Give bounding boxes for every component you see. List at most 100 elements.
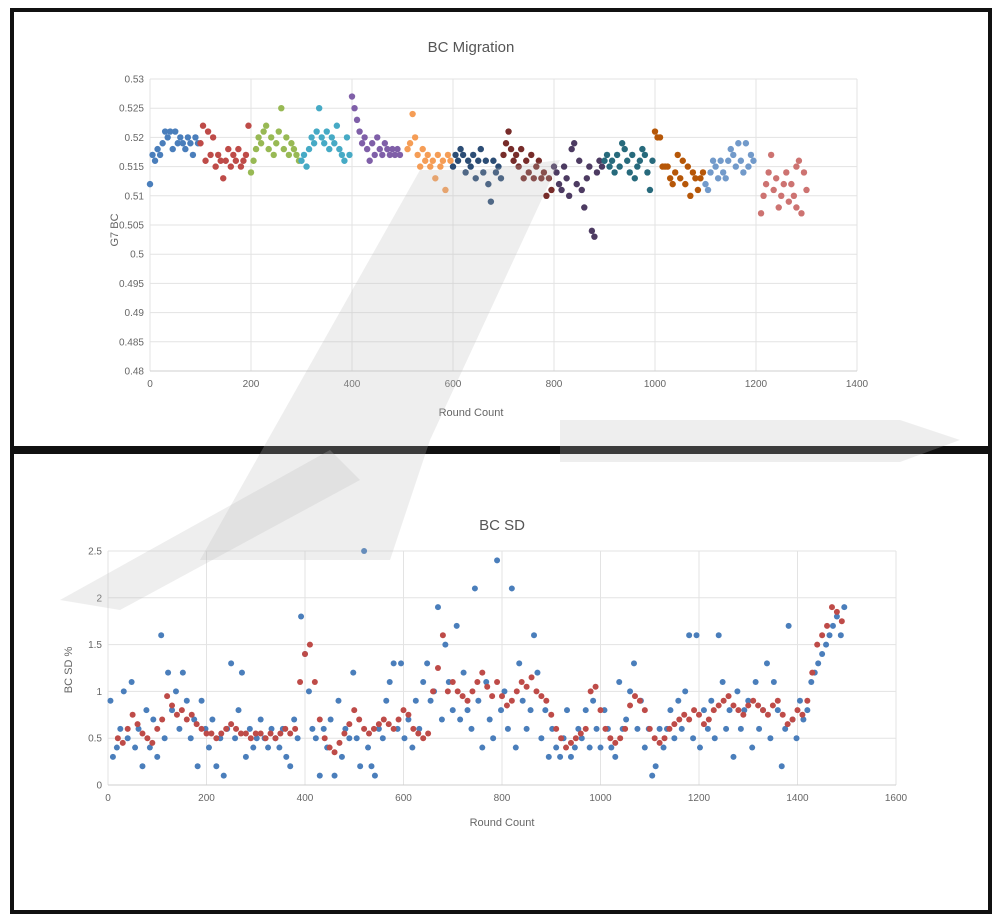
data-point [692, 175, 699, 182]
data-point [675, 697, 682, 704]
data-point [207, 151, 214, 159]
data-point [796, 697, 803, 704]
data-point [172, 128, 179, 135]
bc-migration-panel: BC Migration Round Count G7 BC 0.48 0.485… [10, 8, 992, 450]
y-tick-label: 0.48 [125, 367, 145, 378]
data-point [194, 763, 201, 770]
data-point [497, 175, 505, 182]
data-point [795, 157, 803, 164]
data-point [838, 618, 845, 625]
data-point [197, 140, 204, 147]
data-point [336, 739, 343, 746]
data-point [306, 641, 313, 648]
data-point [660, 744, 667, 751]
data-point [627, 688, 634, 695]
data-point [328, 134, 335, 141]
data-point [707, 169, 714, 176]
data-point [184, 134, 192, 141]
data-point [459, 151, 467, 159]
data-point [735, 140, 742, 147]
data-point [164, 693, 171, 700]
data-point [198, 725, 205, 732]
data-point [109, 753, 116, 760]
data-point [132, 744, 139, 751]
data-point [666, 725, 673, 732]
data-point [694, 186, 702, 194]
data-point [557, 753, 564, 760]
data-point [487, 198, 495, 205]
data-point [412, 697, 419, 704]
data-point [323, 128, 330, 135]
data-point [513, 688, 520, 695]
data-point [457, 145, 464, 153]
data-point [634, 725, 641, 732]
x-tick-label: 400 [297, 793, 314, 804]
data-point [156, 151, 164, 159]
data-point [179, 140, 187, 147]
data-point [682, 180, 689, 188]
data-point [740, 169, 747, 176]
data-point [361, 725, 368, 732]
chart-title: BC SD [479, 517, 525, 534]
data-point [520, 175, 527, 182]
data-point [290, 145, 298, 153]
data-point [165, 669, 172, 676]
data-point [390, 660, 397, 667]
data-point [187, 140, 194, 147]
data-point [523, 157, 530, 164]
data-point [676, 716, 683, 723]
data-point [800, 716, 807, 723]
data-point [693, 632, 700, 639]
data-point [538, 693, 545, 700]
data-point [120, 688, 127, 695]
data-point [626, 169, 633, 176]
data-point [230, 151, 237, 159]
data-point [257, 716, 264, 723]
data-point [826, 632, 833, 639]
x-tick-label: 200 [243, 379, 260, 390]
data-point [405, 716, 412, 723]
x-tick-label: 1600 [885, 793, 908, 804]
data-point [581, 204, 588, 211]
data-point [565, 192, 573, 199]
data-point [617, 735, 624, 742]
data-point [770, 679, 777, 686]
data-point [696, 711, 702, 718]
data-point [459, 693, 466, 700]
data-point [220, 772, 227, 779]
data-point [235, 707, 242, 714]
x-tick-label: 200 [198, 793, 215, 804]
data-point [726, 707, 733, 714]
data-point [745, 163, 752, 170]
data-point [233, 725, 240, 732]
data-point [785, 622, 792, 629]
data-point [400, 707, 407, 714]
data-point [616, 679, 623, 686]
data-point [312, 735, 319, 742]
data-point [225, 145, 232, 153]
data-point [500, 151, 507, 159]
data-point [523, 725, 530, 732]
data-point [553, 725, 560, 732]
x-tick-label: 1200 [688, 793, 711, 804]
data-point [793, 735, 800, 742]
data-point [672, 169, 679, 176]
data-point [406, 140, 414, 147]
data-point [375, 725, 382, 732]
data-point [380, 716, 387, 723]
x-tick-label: 800 [494, 793, 511, 804]
data-point [438, 716, 445, 723]
data-point [808, 679, 815, 686]
data-point [151, 157, 159, 164]
data-point [173, 711, 180, 718]
data-point [601, 157, 608, 164]
data-point [515, 163, 522, 170]
data-point [590, 697, 597, 704]
data-point [447, 157, 454, 164]
data-point [700, 707, 707, 714]
data-point [708, 697, 715, 704]
data-point [444, 688, 451, 695]
data-point [535, 157, 543, 164]
series-group-13 [757, 151, 810, 217]
data-point [292, 725, 299, 732]
